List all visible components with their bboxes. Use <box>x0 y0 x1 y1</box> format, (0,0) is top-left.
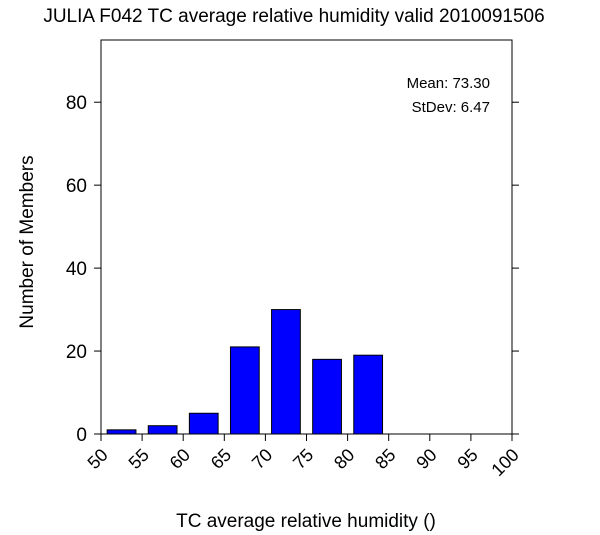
x-tick-label: 80 <box>330 445 358 473</box>
histogram-bar <box>188 412 219 435</box>
histogram-bar <box>312 358 342 435</box>
bars-group <box>106 309 384 435</box>
stdev-label: StDev: 6.47 <box>412 99 490 116</box>
x-tick-label: 50 <box>84 445 112 473</box>
chart-title: JULIA F042 TC average relative humidity … <box>43 6 544 27</box>
histogram-bar <box>229 346 260 435</box>
y-axis-label: Number of Members <box>17 155 38 328</box>
x-tick-label: 90 <box>412 445 440 473</box>
histogram-bar <box>147 425 178 435</box>
y-tick-label: 0 <box>76 425 87 446</box>
x-axis-label: TC average relative humidity () <box>176 511 436 532</box>
x-tick-label: 100 <box>487 445 522 480</box>
x-tick-label: 55 <box>125 445 153 473</box>
x-tick-label: 65 <box>207 445 235 473</box>
x-tick-label: 60 <box>166 445 194 473</box>
histogram-bar <box>271 309 301 435</box>
y-tick-label: 80 <box>66 93 87 114</box>
histogram-bar <box>106 429 137 435</box>
y-tick-label: 20 <box>66 342 87 363</box>
mean-label: Mean: 73.30 <box>407 75 490 92</box>
x-tick-label: 85 <box>371 445 399 473</box>
x-tick-label: 95 <box>453 445 481 473</box>
x-tick-label: 75 <box>289 445 317 473</box>
x-tick-label: 70 <box>248 445 276 473</box>
histogram-bar <box>353 354 384 435</box>
y-tick-label: 40 <box>66 259 87 280</box>
y-tick-label: 60 <box>66 176 87 197</box>
